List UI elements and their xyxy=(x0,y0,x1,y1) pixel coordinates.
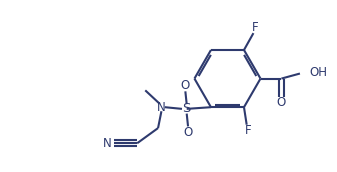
Text: O: O xyxy=(181,79,190,92)
Text: F: F xyxy=(251,21,258,34)
Text: S: S xyxy=(183,102,191,115)
Text: O: O xyxy=(277,96,286,109)
Text: O: O xyxy=(183,126,193,139)
Text: OH: OH xyxy=(309,66,327,79)
Text: N: N xyxy=(103,137,112,150)
Text: F: F xyxy=(245,124,251,137)
Text: N: N xyxy=(157,101,166,114)
